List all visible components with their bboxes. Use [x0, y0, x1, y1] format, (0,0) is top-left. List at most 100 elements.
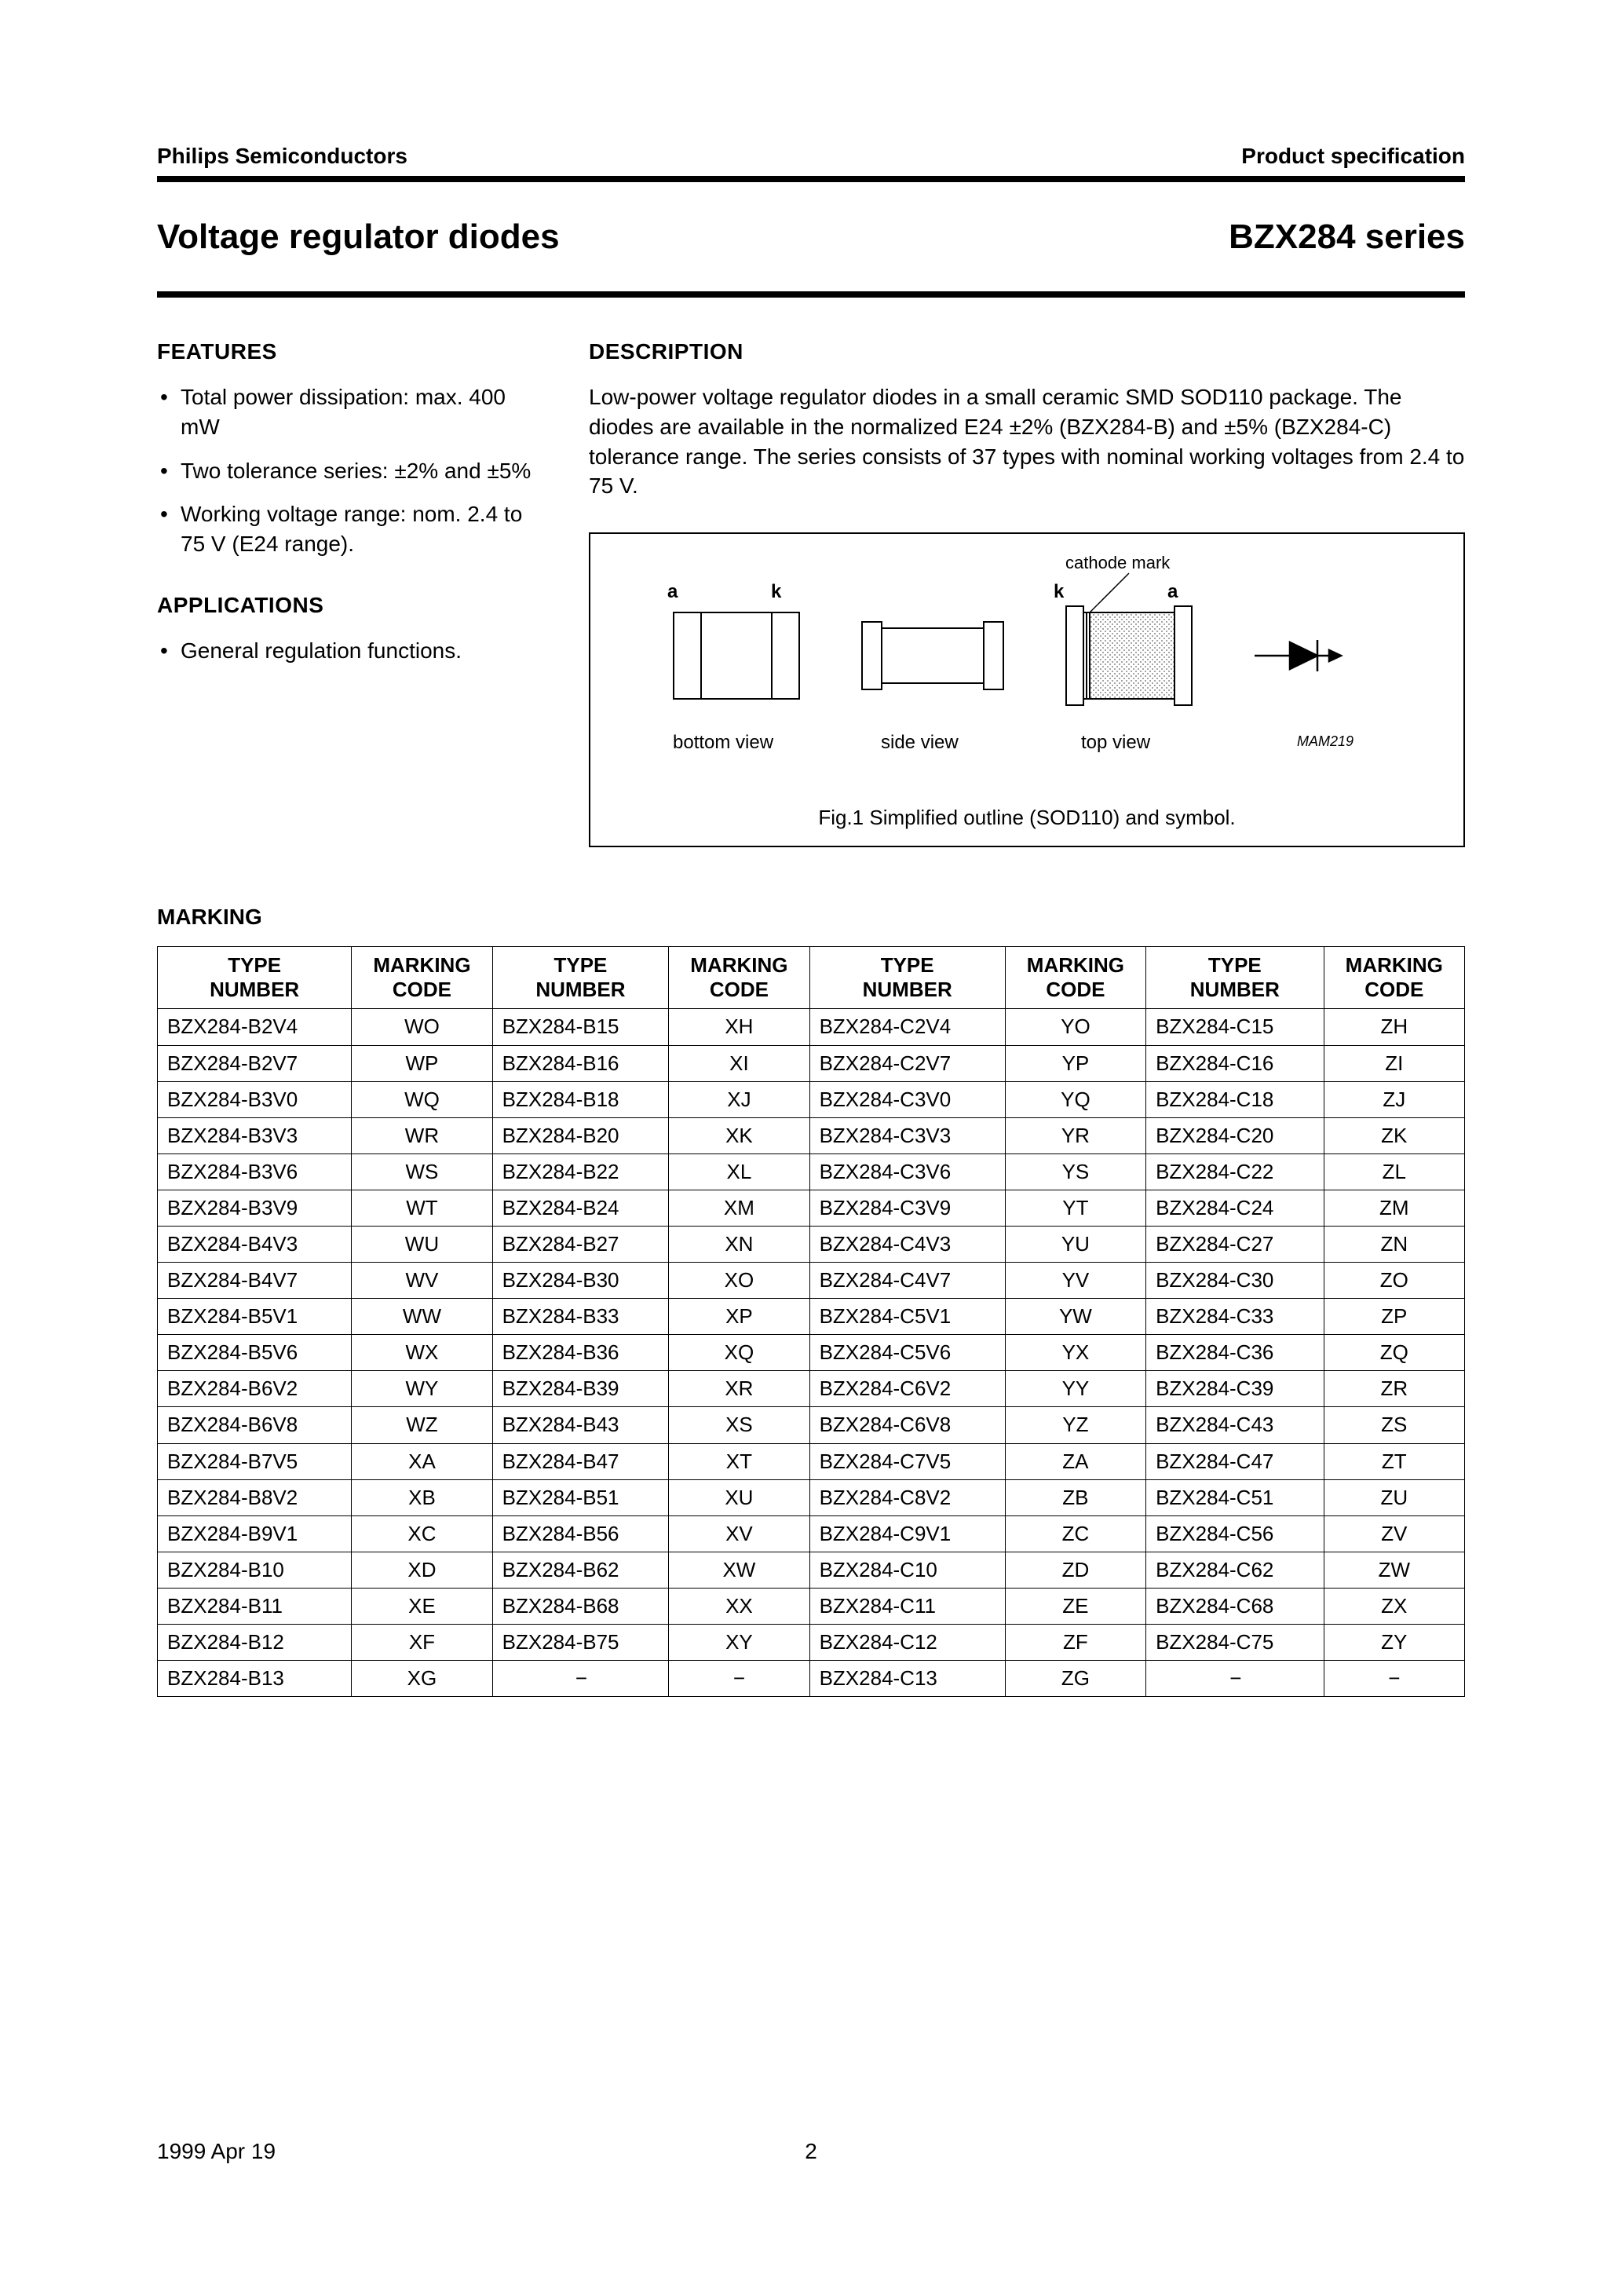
marking-code-cell: YY	[1005, 1371, 1145, 1407]
marking-code-cell: XU	[669, 1479, 809, 1515]
marking-code-cell: XB	[352, 1479, 492, 1515]
type-number-cell: BZX284-B13	[158, 1661, 352, 1697]
type-number-cell: BZX284-C3V3	[809, 1117, 1005, 1153]
marking-heading: MARKING	[157, 902, 1465, 932]
description-text: Low-power voltage regulator diodes in a …	[589, 382, 1465, 501]
marking-code-cell: ZT	[1324, 1443, 1464, 1479]
pin-k-label: k	[771, 579, 781, 605]
type-number-cell: BZX284-C3V9	[809, 1190, 1005, 1226]
header-row: Philips Semiconductors Product specifica…	[157, 141, 1465, 171]
marking-code-cell: XH	[669, 1009, 809, 1045]
marking-code-cell: ZU	[1324, 1479, 1464, 1515]
marking-code-cell: XI	[669, 1045, 809, 1081]
type-number-cell: BZX284-B56	[492, 1515, 669, 1552]
type-number-cell: BZX284-C5V1	[809, 1299, 1005, 1335]
table-row: BZX284-B11XEBZX284-B68XXBZX284-C11ZEBZX2…	[158, 1588, 1465, 1624]
type-number-cell: BZX284-B5V1	[158, 1299, 352, 1335]
type-number-cell: BZX284-C62	[1146, 1552, 1324, 1588]
type-number-cell: BZX284-B22	[492, 1153, 669, 1190]
type-number-cell: BZX284-B3V3	[158, 1117, 352, 1153]
type-number-cell: BZX284-C27	[1146, 1227, 1324, 1263]
type-number-cell: BZX284-C36	[1146, 1335, 1324, 1371]
table-row: BZX284-B2V4WOBZX284-B15XHBZX284-C2V4YOBZ…	[158, 1009, 1465, 1045]
marking-code-cell: ZR	[1324, 1371, 1464, 1407]
marking-code-cell: XQ	[669, 1335, 809, 1371]
marking-code-cell: ZP	[1324, 1299, 1464, 1335]
type-number-cell: BZX284-C51	[1146, 1479, 1324, 1515]
marking-code-cell: ZO	[1324, 1263, 1464, 1299]
rule-top	[157, 176, 1465, 182]
col-code-4: MARKINGCODE	[1324, 947, 1464, 1009]
type-number-cell: BZX284-B43	[492, 1407, 669, 1443]
type-number-cell: BZX284-C6V2	[809, 1371, 1005, 1407]
type-number-cell: BZX284-C56	[1146, 1515, 1324, 1552]
marking-code-cell: XD	[352, 1552, 492, 1588]
table-row: BZX284-B3V6WSBZX284-B22XLBZX284-C3V6YSBZ…	[158, 1153, 1465, 1190]
page-title: Voltage regulator diodes	[157, 214, 560, 260]
type-number-cell: BZX284-B18	[492, 1081, 669, 1117]
marking-code-cell: XO	[669, 1263, 809, 1299]
marking-code-cell: ZY	[1324, 1625, 1464, 1661]
marking-code-cell: ZG	[1005, 1661, 1145, 1697]
type-number-cell: BZX284-B36	[492, 1335, 669, 1371]
series-name: BZX284 series	[1229, 214, 1465, 260]
marking-code-cell: ZA	[1005, 1443, 1145, 1479]
type-number-cell: BZX284-C43	[1146, 1407, 1324, 1443]
col-type-1: TYPENUMBER	[158, 947, 352, 1009]
footer-page: 2	[805, 2137, 817, 2166]
type-number-cell: BZX284-C15	[1146, 1009, 1324, 1045]
marking-code-cell: WX	[352, 1335, 492, 1371]
marking-code-cell: XN	[669, 1227, 809, 1263]
feature-item: Working voltage range: nom. 2.4 to 75 V …	[157, 499, 534, 559]
pin-a-label-2: a	[1167, 579, 1178, 605]
type-number-cell: BZX284-B10	[158, 1552, 352, 1588]
col-type-3: TYPENUMBER	[809, 947, 1005, 1009]
marking-code-cell: XK	[669, 1117, 809, 1153]
type-number-cell: BZX284-B30	[492, 1263, 669, 1299]
description-heading: DESCRIPTION	[589, 337, 1465, 367]
type-number-cell: BZX284-C5V6	[809, 1335, 1005, 1371]
side-view-label: side view	[881, 730, 959, 755]
top-view-label: top view	[1081, 730, 1150, 755]
type-number-cell: BZX284-B12	[158, 1625, 352, 1661]
marking-code-cell: XJ	[669, 1081, 809, 1117]
type-number-cell: BZX284-C11	[809, 1588, 1005, 1624]
marking-code-cell: WY	[352, 1371, 492, 1407]
marking-code-cell: ZI	[1324, 1045, 1464, 1081]
col-code-1: MARKINGCODE	[352, 947, 492, 1009]
marking-code-cell: WS	[352, 1153, 492, 1190]
bottom-view-label: bottom view	[673, 730, 773, 755]
type-number-cell: BZX284-C8V2	[809, 1479, 1005, 1515]
type-number-cell: BZX284-B2V7	[158, 1045, 352, 1081]
type-number-cell: BZX284-C22	[1146, 1153, 1324, 1190]
header-company: Philips Semiconductors	[157, 141, 407, 171]
marking-code-cell: WU	[352, 1227, 492, 1263]
header-doc-type: Product specification	[1241, 141, 1465, 171]
application-item: General regulation functions.	[157, 636, 534, 666]
marking-code-cell: WT	[352, 1190, 492, 1226]
table-row: BZX284-B8V2XBBZX284-B51XUBZX284-C8V2ZBBZ…	[158, 1479, 1465, 1515]
type-number-cell: BZX284-B4V7	[158, 1263, 352, 1299]
table-row: BZX284-B6V8WZBZX284-B43XSBZX284-C6V8YZBZ…	[158, 1407, 1465, 1443]
type-number-cell: BZX284-B47	[492, 1443, 669, 1479]
type-number-cell: BZX284-B3V9	[158, 1190, 352, 1226]
marking-code-cell: XF	[352, 1625, 492, 1661]
type-number-cell: BZX284-C68	[1146, 1588, 1324, 1624]
marking-code-cell: ZH	[1324, 1009, 1464, 1045]
type-number-cell: BZX284-B11	[158, 1588, 352, 1624]
type-number-cell: BZX284-C24	[1146, 1190, 1324, 1226]
marking-code-cell: XM	[669, 1190, 809, 1226]
marking-code-cell: ZB	[1005, 1479, 1145, 1515]
table-row: BZX284-B2V7WPBZX284-B16XIBZX284-C2V7YPBZ…	[158, 1045, 1465, 1081]
marking-code-cell: XC	[352, 1515, 492, 1552]
type-number-cell: BZX284-C13	[809, 1661, 1005, 1697]
type-number-cell: BZX284-B27	[492, 1227, 669, 1263]
marking-code-cell: ZS	[1324, 1407, 1464, 1443]
type-number-cell: BZX284-C2V7	[809, 1045, 1005, 1081]
table-row: BZX284-B6V2WYBZX284-B39XRBZX284-C6V2YYBZ…	[158, 1371, 1465, 1407]
left-column: FEATURES Total power dissipation: max. 4…	[157, 337, 534, 847]
type-number-cell: BZX284-B62	[492, 1552, 669, 1588]
marking-code-cell: WW	[352, 1299, 492, 1335]
marking-code-cell: WR	[352, 1117, 492, 1153]
pin-a-label: a	[667, 579, 678, 605]
